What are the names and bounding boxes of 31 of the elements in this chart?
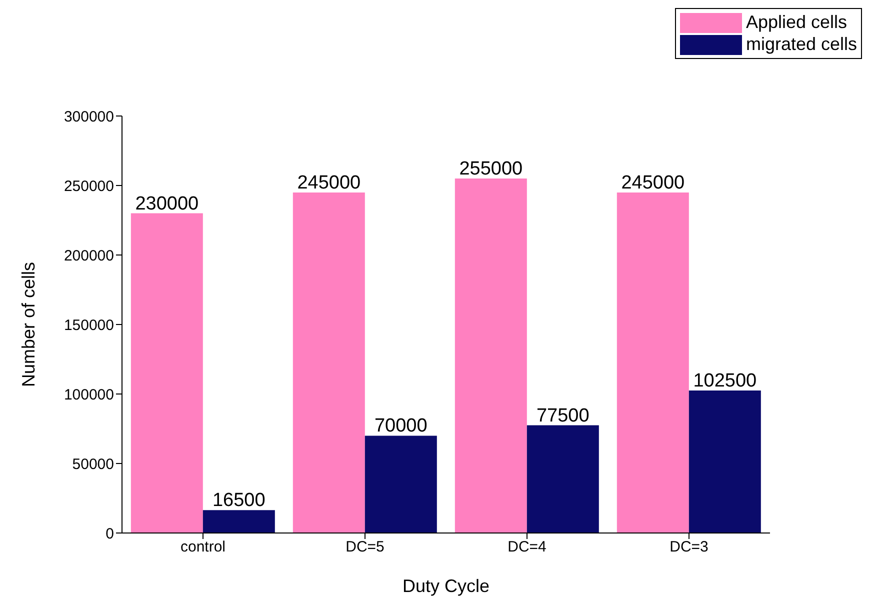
- data-label: 245000: [621, 172, 685, 194]
- bar: [616, 192, 689, 533]
- bar: [526, 425, 599, 533]
- data-label: 16500: [212, 490, 266, 512]
- bar: [292, 192, 365, 533]
- y-tick-label: 0: [106, 525, 114, 542]
- x-tick-label: DC=5: [346, 538, 384, 556]
- bar: [364, 436, 437, 533]
- y-tick-label: 150000: [64, 316, 114, 334]
- y-tick-label: 300000: [64, 108, 114, 126]
- y-tick-label: 50000: [72, 456, 114, 473]
- y-tick-label: 250000: [64, 178, 114, 195]
- x-tick-label: DC=3: [670, 538, 708, 556]
- data-label: 245000: [297, 172, 361, 194]
- legend-label: Applied cells: [746, 12, 848, 33]
- y-tick-label: 100000: [64, 386, 114, 404]
- data-label: 70000: [374, 416, 428, 437]
- bar: [688, 390, 761, 533]
- x-axis-title: Duty Cycle: [402, 576, 490, 596]
- x-tick-label: DC=4: [508, 538, 546, 556]
- bar: [202, 510, 275, 533]
- x-tick-label: control: [180, 538, 226, 556]
- bar: [130, 213, 203, 533]
- bar: [454, 178, 527, 533]
- y-tick-label: 200000: [64, 247, 114, 264]
- data-label: 77500: [536, 405, 590, 426]
- legend-label: migrated cells: [746, 34, 857, 55]
- data-label: 230000: [135, 193, 199, 214]
- data-label: 255000: [459, 158, 523, 180]
- data-label: 102500: [693, 370, 757, 392]
- y-axis-title: Number of cells: [18, 262, 38, 388]
